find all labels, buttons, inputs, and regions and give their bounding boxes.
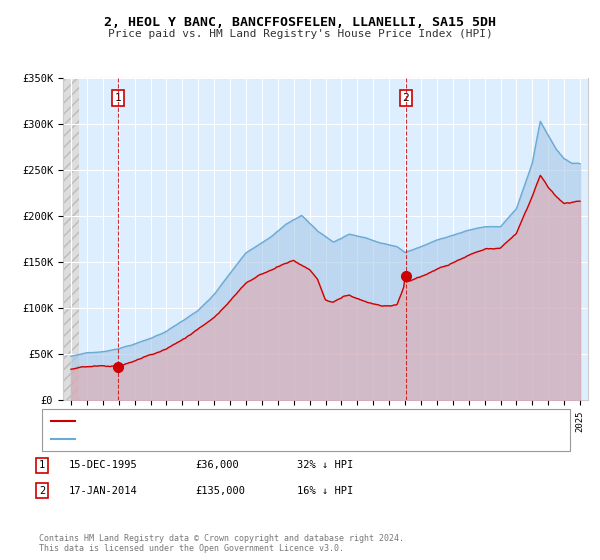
Text: £135,000: £135,000	[195, 486, 245, 496]
Text: 1: 1	[115, 93, 121, 103]
Text: 2: 2	[403, 93, 409, 103]
Text: 16% ↓ HPI: 16% ↓ HPI	[297, 486, 353, 496]
Text: 32% ↓ HPI: 32% ↓ HPI	[297, 460, 353, 470]
Text: £36,000: £36,000	[195, 460, 239, 470]
Text: Price paid vs. HM Land Registry's House Price Index (HPI): Price paid vs. HM Land Registry's House …	[107, 29, 493, 39]
Text: 2: 2	[39, 486, 45, 496]
Bar	[63, 78, 79, 400]
Text: 1: 1	[39, 460, 45, 470]
Text: 2, HEOL Y BANC, BANCFFOSFELEN, LLANELLI, SA15 5DH: 2, HEOL Y BANC, BANCFFOSFELEN, LLANELLI,…	[104, 16, 496, 29]
Text: Contains HM Land Registry data © Crown copyright and database right 2024.
This d: Contains HM Land Registry data © Crown c…	[39, 534, 404, 553]
Text: 17-JAN-2014: 17-JAN-2014	[69, 486, 138, 496]
Text: 2, HEOL Y BANC, BANCFFOSFELEN, LLANELLI, SA15 5DH (detached house): 2, HEOL Y BANC, BANCFFOSFELEN, LLANELLI,…	[81, 412, 469, 422]
Text: HPI: Average price, detached house, Carmarthenshire: HPI: Average price, detached house, Carm…	[81, 431, 380, 441]
Text: 15-DEC-1995: 15-DEC-1995	[69, 460, 138, 470]
